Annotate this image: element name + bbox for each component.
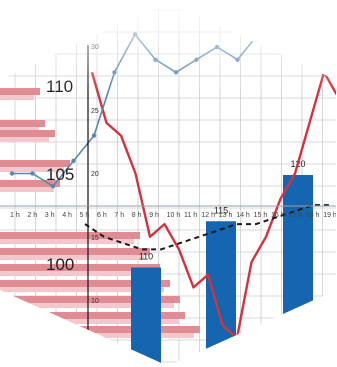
blue-line-point bbox=[276, 19, 281, 24]
blue-line-point bbox=[255, 32, 261, 37]
